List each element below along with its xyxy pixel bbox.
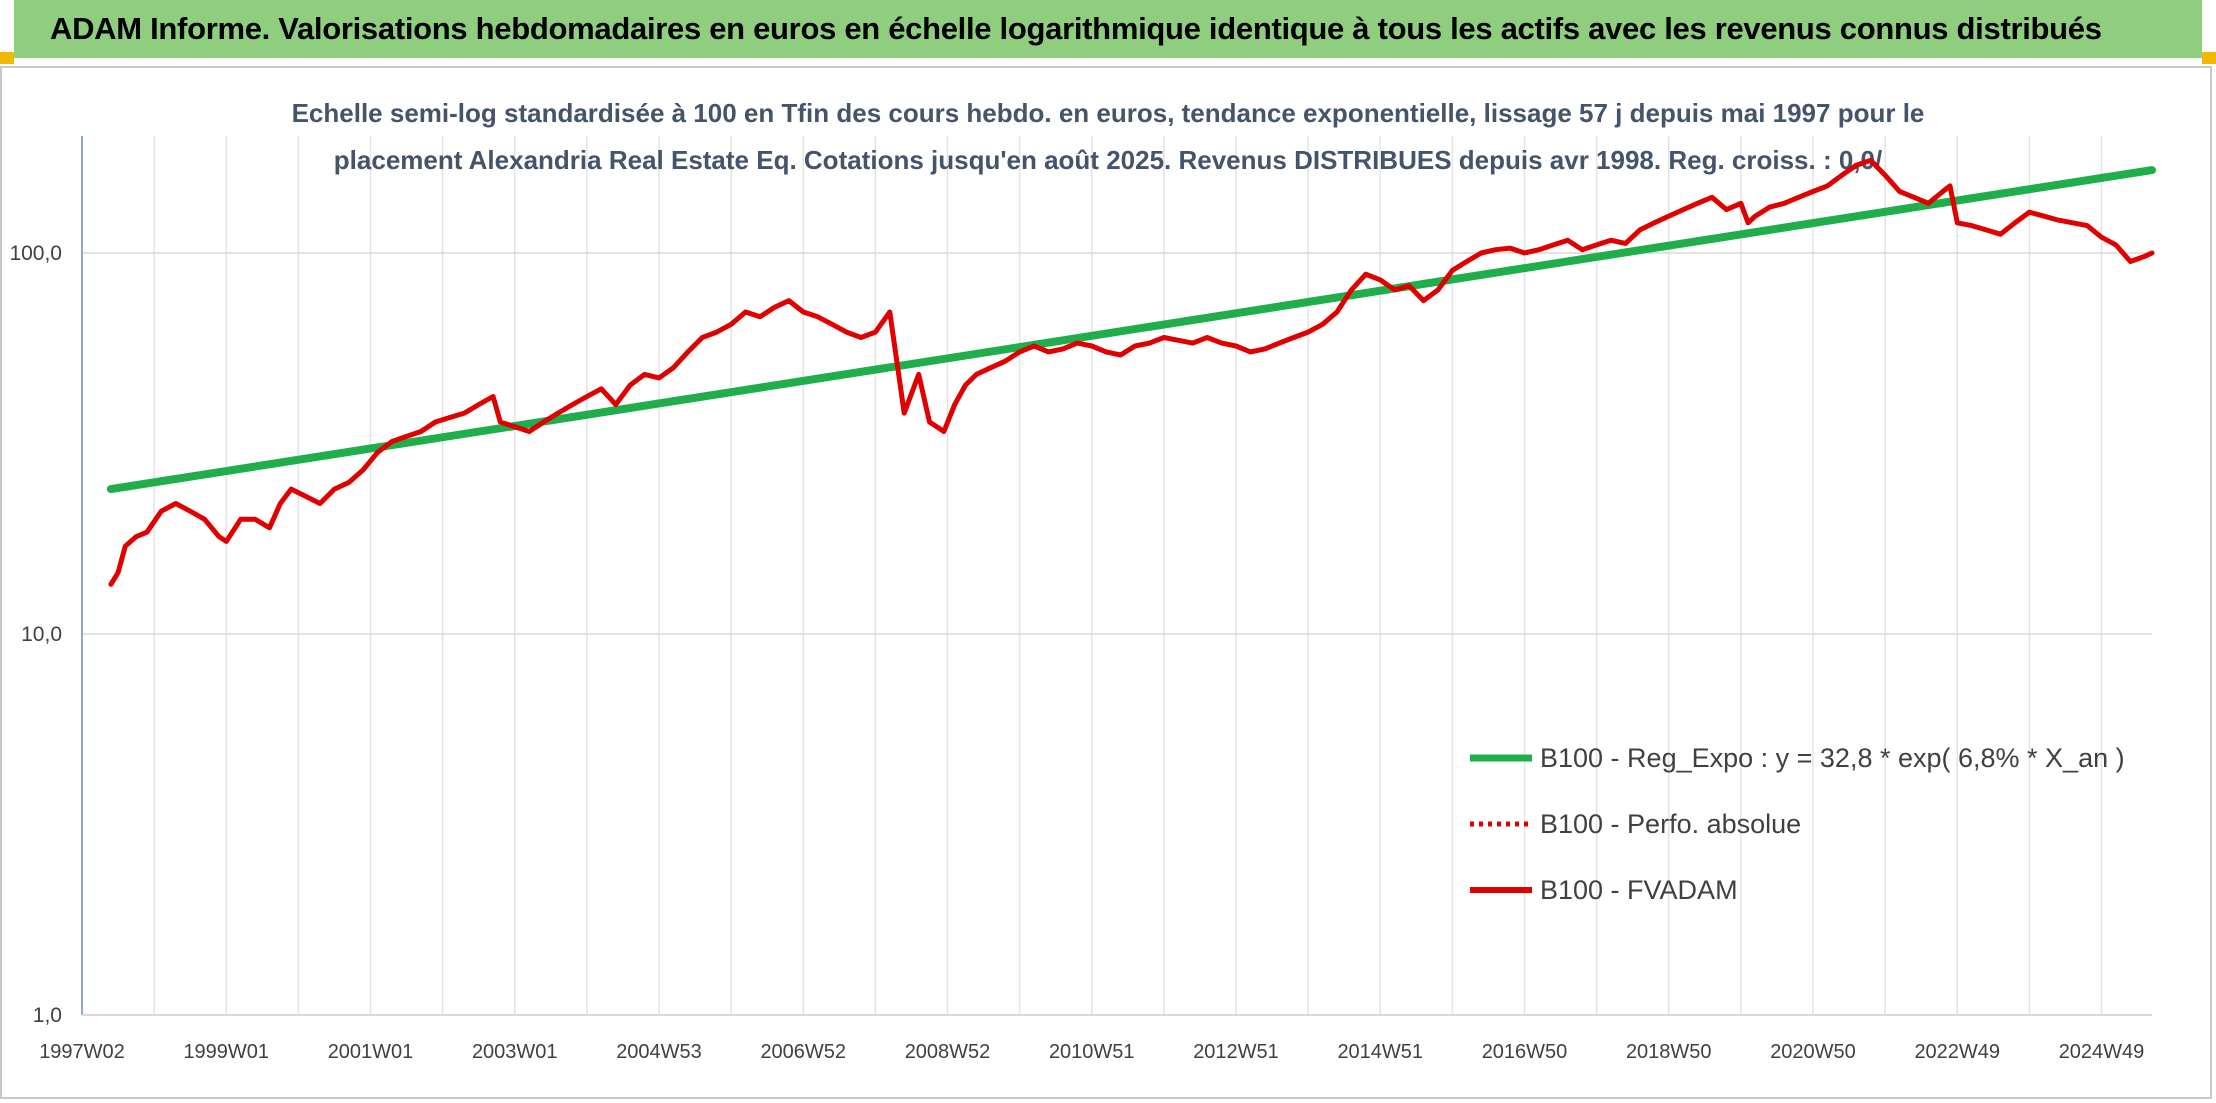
legend-label-perfo-absolue: B100 - Perfo. absolue [1540, 809, 1801, 839]
x-tick-label: 2024W49 [2059, 1041, 2145, 1063]
grid [82, 136, 2152, 1016]
legend-label-fvadam: B100 - FVADAM [1540, 875, 1738, 905]
x-tick-label: 2010W51 [1049, 1041, 1135, 1063]
x-tick-label: 2016W50 [1482, 1041, 1568, 1063]
report-header: ADAM Informe. Valorisations hebdomadaire… [14, 0, 2202, 58]
series-line-2 [108, 157, 2155, 587]
chart-frame [0, 66, 2212, 1099]
legend-label-reg-expo: B100 - Reg_Expo : y = 32,8 * exp( 6,8% *… [1540, 743, 2125, 773]
legend-entry-perfo-absolue: B100 - Perfo. absolue [1470, 809, 1801, 839]
x-tick-label: 1999W01 [183, 1041, 269, 1063]
chart-title-line-1: Echelle semi-log standardisée à 100 en T… [292, 98, 1925, 128]
x-tick-label: 2020W50 [1770, 1041, 1856, 1063]
y-tick-label: 1,0 [33, 1004, 62, 1027]
x-tick-label: 2022W49 [1914, 1041, 2000, 1063]
x-tick-label: 2004W53 [616, 1041, 702, 1063]
legend-entry-reg-expo: B100 - Reg_Expo : y = 32,8 * exp( 6,8% *… [1470, 743, 2125, 773]
series [106, 157, 2156, 587]
chart-title-line-2: placement Alexandria Real Estate Eq. Cot… [334, 145, 1882, 175]
x-tick-label: 1997W02 [39, 1041, 125, 1063]
x-tick-label: 2014W51 [1337, 1041, 1423, 1063]
legend: B100 - Reg_Expo : y = 32,8 * exp( 6,8% *… [1470, 743, 2125, 905]
x-tick-label: 2006W52 [760, 1041, 846, 1063]
legend-entry-fvadam: B100 - FVADAM [1470, 875, 1738, 905]
x-tick-label: 2001W01 [328, 1041, 414, 1063]
x-tick-labels: 1997W02 1999W01 2001W01 2003W01 2004W53 2006W… [39, 1041, 2144, 1063]
y-tick-labels: 1,0 10,0 100,0 [9, 242, 62, 1027]
x-tick-label: 2012W51 [1193, 1041, 1279, 1063]
y-tick-label: 10,0 [21, 623, 62, 646]
report-title: ADAM Informe. Valorisations hebdomadaire… [50, 11, 2102, 46]
series-line-0 [106, 166, 2156, 494]
y-tick-label: 100,0 [9, 242, 62, 265]
x-tick-label: 2008W52 [905, 1041, 991, 1063]
corner-marker-left [0, 52, 14, 64]
corner-marker-right [2202, 52, 2216, 64]
x-tick-label: 2003W01 [472, 1041, 558, 1063]
x-tick-label: 2018W50 [1626, 1041, 1712, 1063]
